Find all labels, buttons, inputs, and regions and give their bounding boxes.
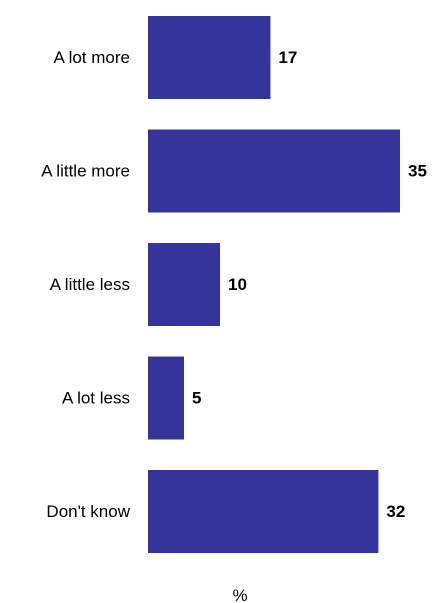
category-labels: A lot more A little more A little less A lo… bbox=[41, 48, 131, 521]
bar-a-lot-less bbox=[148, 356, 184, 440]
value-label-a-little-more: 35 bbox=[408, 162, 427, 181]
bars-layer bbox=[148, 16, 400, 553]
x-axis-label: % bbox=[232, 586, 247, 603]
value-label-a-lot-more: 17 bbox=[278, 48, 297, 67]
category-label-a-little-more: A little more bbox=[41, 162, 130, 181]
category-label-don-t-know: Don't know bbox=[46, 502, 130, 521]
category-label-a-lot-less: A lot less bbox=[62, 389, 130, 408]
value-label-don-t-know: 32 bbox=[386, 502, 405, 521]
value-label-a-lot-less: 5 bbox=[192, 389, 201, 408]
bar-don-t-know bbox=[148, 470, 379, 553]
bar-a-little-more bbox=[148, 129, 400, 213]
bar-a-lot-more bbox=[148, 16, 271, 99]
value-labels: 17 35 10 5 32 bbox=[192, 48, 427, 521]
bar-a-little-less bbox=[148, 243, 220, 326]
category-label-a-little-less: A little less bbox=[50, 275, 130, 294]
category-label-a-lot-more: A lot more bbox=[53, 48, 130, 67]
value-label-a-little-less: 10 bbox=[228, 275, 247, 294]
